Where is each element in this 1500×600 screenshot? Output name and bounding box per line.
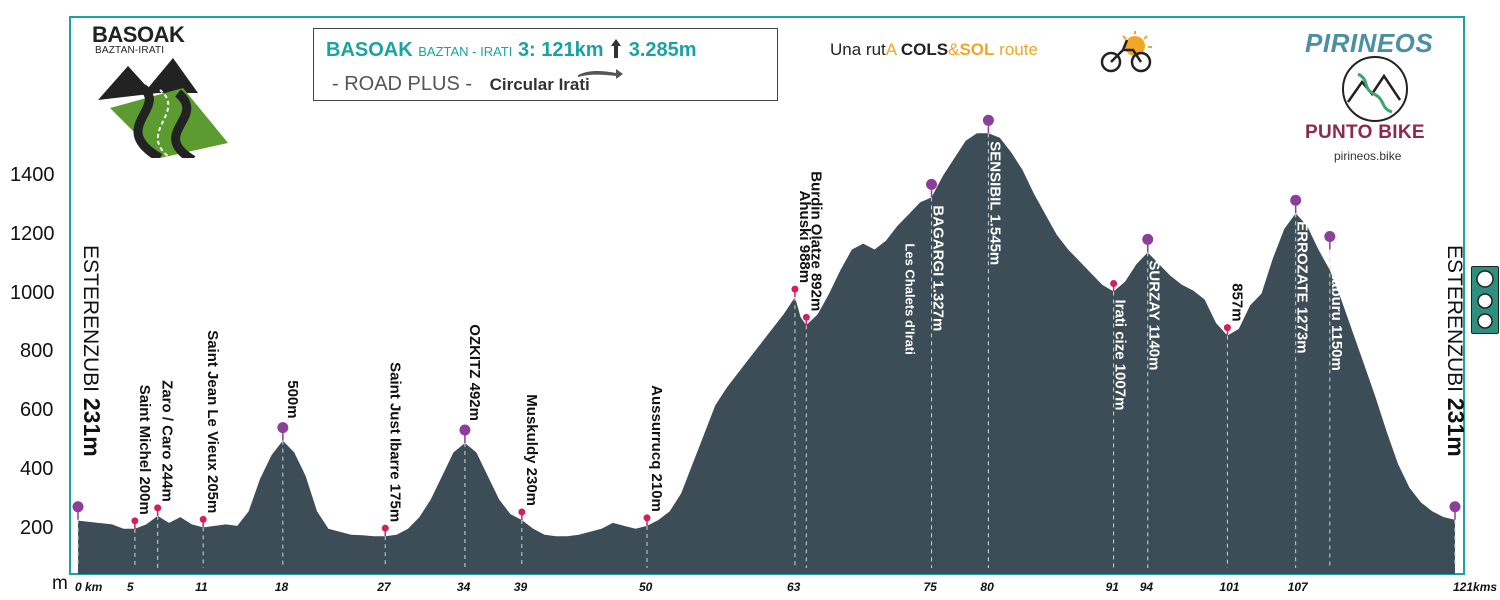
route-title-line: BASOAK BAZTAN - IRATI 3: 121km 3.285m bbox=[326, 37, 697, 62]
route-name: BASOAK bbox=[326, 39, 413, 61]
tagline-cols: COLS bbox=[900, 40, 949, 59]
brand-punto-bike: PUNTO BIKE bbox=[1305, 122, 1425, 143]
route-info-box: BASOAK BAZTAN - IRATI 3: 121km 3.285m - … bbox=[313, 28, 778, 101]
marker-label: OZKITZ 492m bbox=[466, 324, 483, 421]
route-number: 3: bbox=[517, 39, 536, 61]
x-tick-label: 18 bbox=[274, 580, 289, 594]
route-distance: 121km bbox=[541, 39, 604, 61]
y-tick-label: 200 bbox=[20, 516, 54, 539]
y-tick-label: 600 bbox=[20, 399, 54, 422]
marker-label: Saint Michel 200m bbox=[136, 385, 153, 515]
route-category-line: - ROAD PLUS - Circular Irati bbox=[332, 73, 590, 96]
marker-sublabel: Les Chalets d'Irati bbox=[903, 243, 918, 354]
license-badge bbox=[1471, 266, 1499, 334]
marker-pin bbox=[1223, 324, 1231, 332]
y-tick-label: 1400 bbox=[10, 163, 55, 186]
x-tick-label: 39 bbox=[513, 580, 528, 594]
marker-pin bbox=[1449, 501, 1461, 513]
tagline-amp: & bbox=[948, 40, 960, 59]
x-tick-label: 121kms bbox=[1453, 580, 1498, 594]
elevation-profile-area bbox=[78, 133, 1455, 575]
marker-pin bbox=[1142, 233, 1154, 245]
marker-pin bbox=[199, 515, 207, 523]
x-tick-label: 11 bbox=[195, 580, 208, 594]
endpoint-name: ESTERENZUBI 231m bbox=[1443, 245, 1469, 457]
marker-pin bbox=[72, 501, 84, 513]
logo-title: BASOAK bbox=[92, 22, 185, 47]
marker-label: Zaro / Caro 244m bbox=[159, 380, 176, 502]
marker-label: SURZAY 1140m bbox=[1146, 260, 1163, 370]
marker-pin bbox=[791, 285, 799, 293]
x-tick-label: 91 bbox=[1105, 580, 1119, 594]
tagline-a: A bbox=[885, 40, 897, 59]
marker-label: Artaburu 1150m bbox=[1328, 257, 1345, 370]
marker-label: Burdin Olatze 892m bbox=[807, 171, 824, 311]
brand-website: pirineos.bike bbox=[1334, 149, 1402, 163]
x-tick-label: 101 bbox=[1219, 580, 1240, 594]
marker-pin bbox=[131, 517, 139, 525]
x-tick-label: 34 bbox=[456, 580, 471, 594]
tagline: Una rutA COLS&SOL route bbox=[830, 40, 1038, 60]
marker-pin bbox=[1290, 194, 1302, 206]
marker-label: ERROZATE 1273m bbox=[1294, 221, 1311, 353]
x-tick-label: 63 bbox=[786, 580, 801, 594]
route-subtitle: Circular Irati bbox=[489, 75, 590, 94]
marker-label: Saint Jean Le Vieux 205m bbox=[204, 330, 221, 513]
y-axis-unit: m bbox=[52, 573, 68, 594]
distance-arrow-icon bbox=[578, 69, 623, 79]
x-tick-label: 75 bbox=[923, 580, 937, 594]
marker-label: SENSIBIL 1.545m bbox=[986, 141, 1003, 265]
x-tick-label: 0 km bbox=[75, 580, 103, 594]
x-tick-label: 27 bbox=[377, 580, 391, 594]
marker-pin bbox=[982, 114, 994, 126]
marker-pin bbox=[518, 508, 526, 516]
route-elevation-gain: 3.285m bbox=[628, 39, 697, 61]
cyclist-sun-icon bbox=[1100, 31, 1152, 73]
y-tick-label: 1000 bbox=[10, 281, 55, 304]
marker-label: 857m bbox=[1228, 283, 1245, 321]
marker-pin bbox=[643, 514, 651, 522]
marker-label: Saint Just Ibarre 175m bbox=[386, 362, 403, 522]
tagline-prefix: Una rut bbox=[830, 40, 886, 59]
route-region: BAZTAN - IRATI bbox=[418, 44, 513, 59]
x-tick-label: 80 bbox=[980, 580, 994, 594]
marker-pin bbox=[926, 178, 938, 190]
marker-pin bbox=[381, 524, 389, 532]
tagline-sol: SOL bbox=[959, 40, 995, 59]
marker-label: BAGARGI 1.327m bbox=[930, 205, 947, 331]
marker-label: 500m bbox=[284, 380, 301, 418]
marker-pin bbox=[1324, 230, 1336, 242]
logo-subtitle: BAZTAN-IRATI bbox=[95, 45, 165, 56]
endpoint-name: ESTERENZUBI 231m bbox=[79, 245, 105, 457]
finish-label: ESTERENZUBI 231m bbox=[1443, 245, 1469, 457]
marker-pin bbox=[154, 504, 162, 512]
marker-pin bbox=[802, 313, 810, 321]
y-tick-label: 800 bbox=[20, 340, 54, 363]
tagline-route: route bbox=[999, 40, 1038, 59]
elevation-arrow-icon bbox=[611, 39, 622, 58]
marker-label: Irati cize 1007m bbox=[1112, 300, 1129, 411]
brand-pirineos: PIRINEOS bbox=[1305, 28, 1434, 58]
start-label: ESTERENZUBI 231m bbox=[79, 245, 105, 457]
markers-layer: ESTERENZUBI 231m Saint Michel 200m Zaro / … bbox=[72, 114, 1469, 568]
x-tick-label: 5 bbox=[126, 580, 134, 594]
y-tick-label: 1200 bbox=[10, 222, 55, 245]
y-tick-label: 400 bbox=[20, 458, 54, 480]
punto-bike-logo-icon bbox=[1342, 56, 1408, 122]
x-tick-label: 50 bbox=[639, 580, 653, 594]
creative-commons-icon bbox=[1476, 270, 1494, 329]
x-tick-label: 107 bbox=[1287, 580, 1308, 594]
marker-pin bbox=[1110, 280, 1118, 288]
route-category: - ROAD PLUS - bbox=[332, 73, 473, 95]
marker-label: Aussurrucq 210m bbox=[648, 385, 665, 512]
marker-label: Ahuski 988m bbox=[796, 191, 813, 284]
marker-pin bbox=[277, 422, 289, 434]
marker-pin bbox=[459, 424, 471, 436]
marker-label: Muskuldy 230m bbox=[523, 394, 540, 506]
basoak-logo-mark bbox=[98, 58, 228, 158]
x-tick-label: 94 bbox=[1139, 580, 1154, 594]
